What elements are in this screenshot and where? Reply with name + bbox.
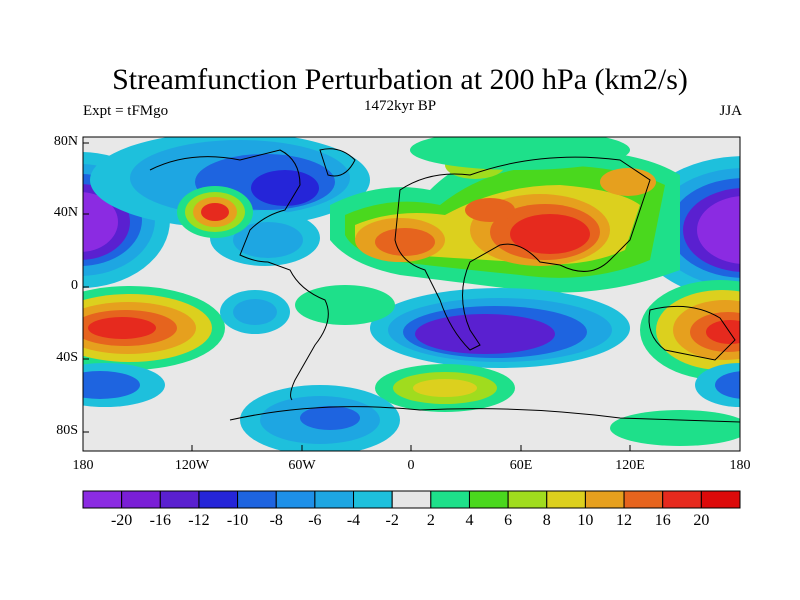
colorbar-tick-label: -8 — [269, 512, 283, 529]
colorbar-tick-label: -20 — [110, 512, 133, 529]
coastlines — [149, 148, 740, 423]
contour-region — [233, 299, 277, 325]
lon-label-0: 0 — [407, 458, 415, 473]
colorbar-swatch — [198, 490, 239, 509]
colorbar-tick-label: 6 — [504, 512, 513, 529]
colorbar-tick-label: -16 — [149, 512, 171, 529]
contour-region — [415, 314, 555, 354]
colorbar-swatch — [546, 490, 586, 509]
colorbar-tick-label: -10 — [226, 512, 249, 529]
season-label: JJA — [719, 103, 742, 119]
contour-region — [410, 137, 630, 170]
contour-region — [83, 192, 118, 252]
colorbar-tick-label: -4 — [346, 512, 361, 529]
colorbar-tick-label: 2 — [426, 512, 435, 529]
contour-region — [510, 214, 590, 254]
contour-region — [233, 222, 303, 258]
lat-label-80s: 80S — [56, 423, 78, 438]
contour-region — [697, 196, 740, 264]
colorbar-swatch — [623, 490, 664, 509]
map-panel — [82, 136, 741, 452]
colorbar-swatch — [159, 490, 200, 509]
greenland-coast — [319, 148, 356, 177]
contour-region — [706, 320, 740, 344]
australia-coast — [648, 305, 736, 361]
lon-label-180e: 180 — [729, 458, 751, 473]
contour-region — [413, 379, 477, 397]
colorbar-swatch — [353, 490, 393, 509]
colorbar-swatch — [507, 490, 548, 509]
contour-region — [715, 371, 740, 399]
colorbar-swatch — [121, 490, 161, 509]
colorbar-tick-label: -6 — [308, 512, 322, 529]
contour-region — [600, 168, 656, 196]
lat-label-80n: 80N — [53, 134, 78, 149]
colorbar-swatch — [662, 490, 702, 509]
colorbar-tick-label: 8 — [542, 512, 551, 529]
lat-label-40s: 40S — [56, 350, 78, 365]
contour-region — [610, 410, 740, 446]
colorbar-swatch — [430, 490, 470, 509]
lon-label-120w: 120W — [174, 458, 210, 473]
contour-region — [251, 170, 319, 206]
map-title: Streamfunction Perturbation at 200 hPa (… — [112, 63, 688, 96]
contour-region — [375, 228, 435, 256]
colorbar-swatch — [700, 490, 741, 509]
colorbar-tick-label: 16 — [654, 512, 671, 529]
time-label: 1472kyr BP — [363, 98, 437, 114]
colorbar-swatch — [82, 490, 123, 509]
colorbar-tick-label: 20 — [693, 512, 710, 529]
lon-label-120e: 120E — [615, 458, 645, 473]
colorbar-swatch — [391, 490, 432, 509]
lon-label-180w: 180 — [72, 458, 94, 473]
axis-ticks — [83, 142, 631, 451]
lon-label-60e: 60E — [509, 458, 533, 473]
colorbar-tick-label: 12 — [616, 512, 633, 529]
colorbar-tick-label: -2 — [385, 512, 399, 529]
contour-region — [465, 198, 515, 222]
colorbar-swatch — [468, 490, 509, 509]
colorbar-tick-label: 10 — [577, 512, 594, 529]
colorbar-tick-label: -12 — [188, 512, 210, 529]
contour-region — [83, 371, 140, 399]
lat-label-40n: 40N — [53, 205, 78, 220]
afro-eurasia-coast — [394, 156, 651, 351]
contour-region — [300, 406, 360, 430]
lat-label-0: 0 — [71, 278, 78, 293]
colorbar — [82, 490, 741, 509]
contour-region — [201, 203, 229, 221]
experiment-label: Expt = tFMgo — [83, 103, 169, 119]
colorbar-swatch — [275, 490, 316, 509]
lon-label-60w: 60W — [288, 458, 316, 473]
colorbar-swatch — [237, 490, 277, 509]
colorbar-swatch — [314, 490, 355, 509]
contour-fill — [83, 137, 740, 451]
colorbar-swatch — [584, 490, 625, 509]
colorbar-tick-label: 4 — [465, 512, 474, 529]
contour-region — [295, 285, 395, 325]
americas-coast — [149, 149, 329, 401]
contour-region — [88, 317, 156, 339]
antarctica-coast — [229, 406, 740, 423]
